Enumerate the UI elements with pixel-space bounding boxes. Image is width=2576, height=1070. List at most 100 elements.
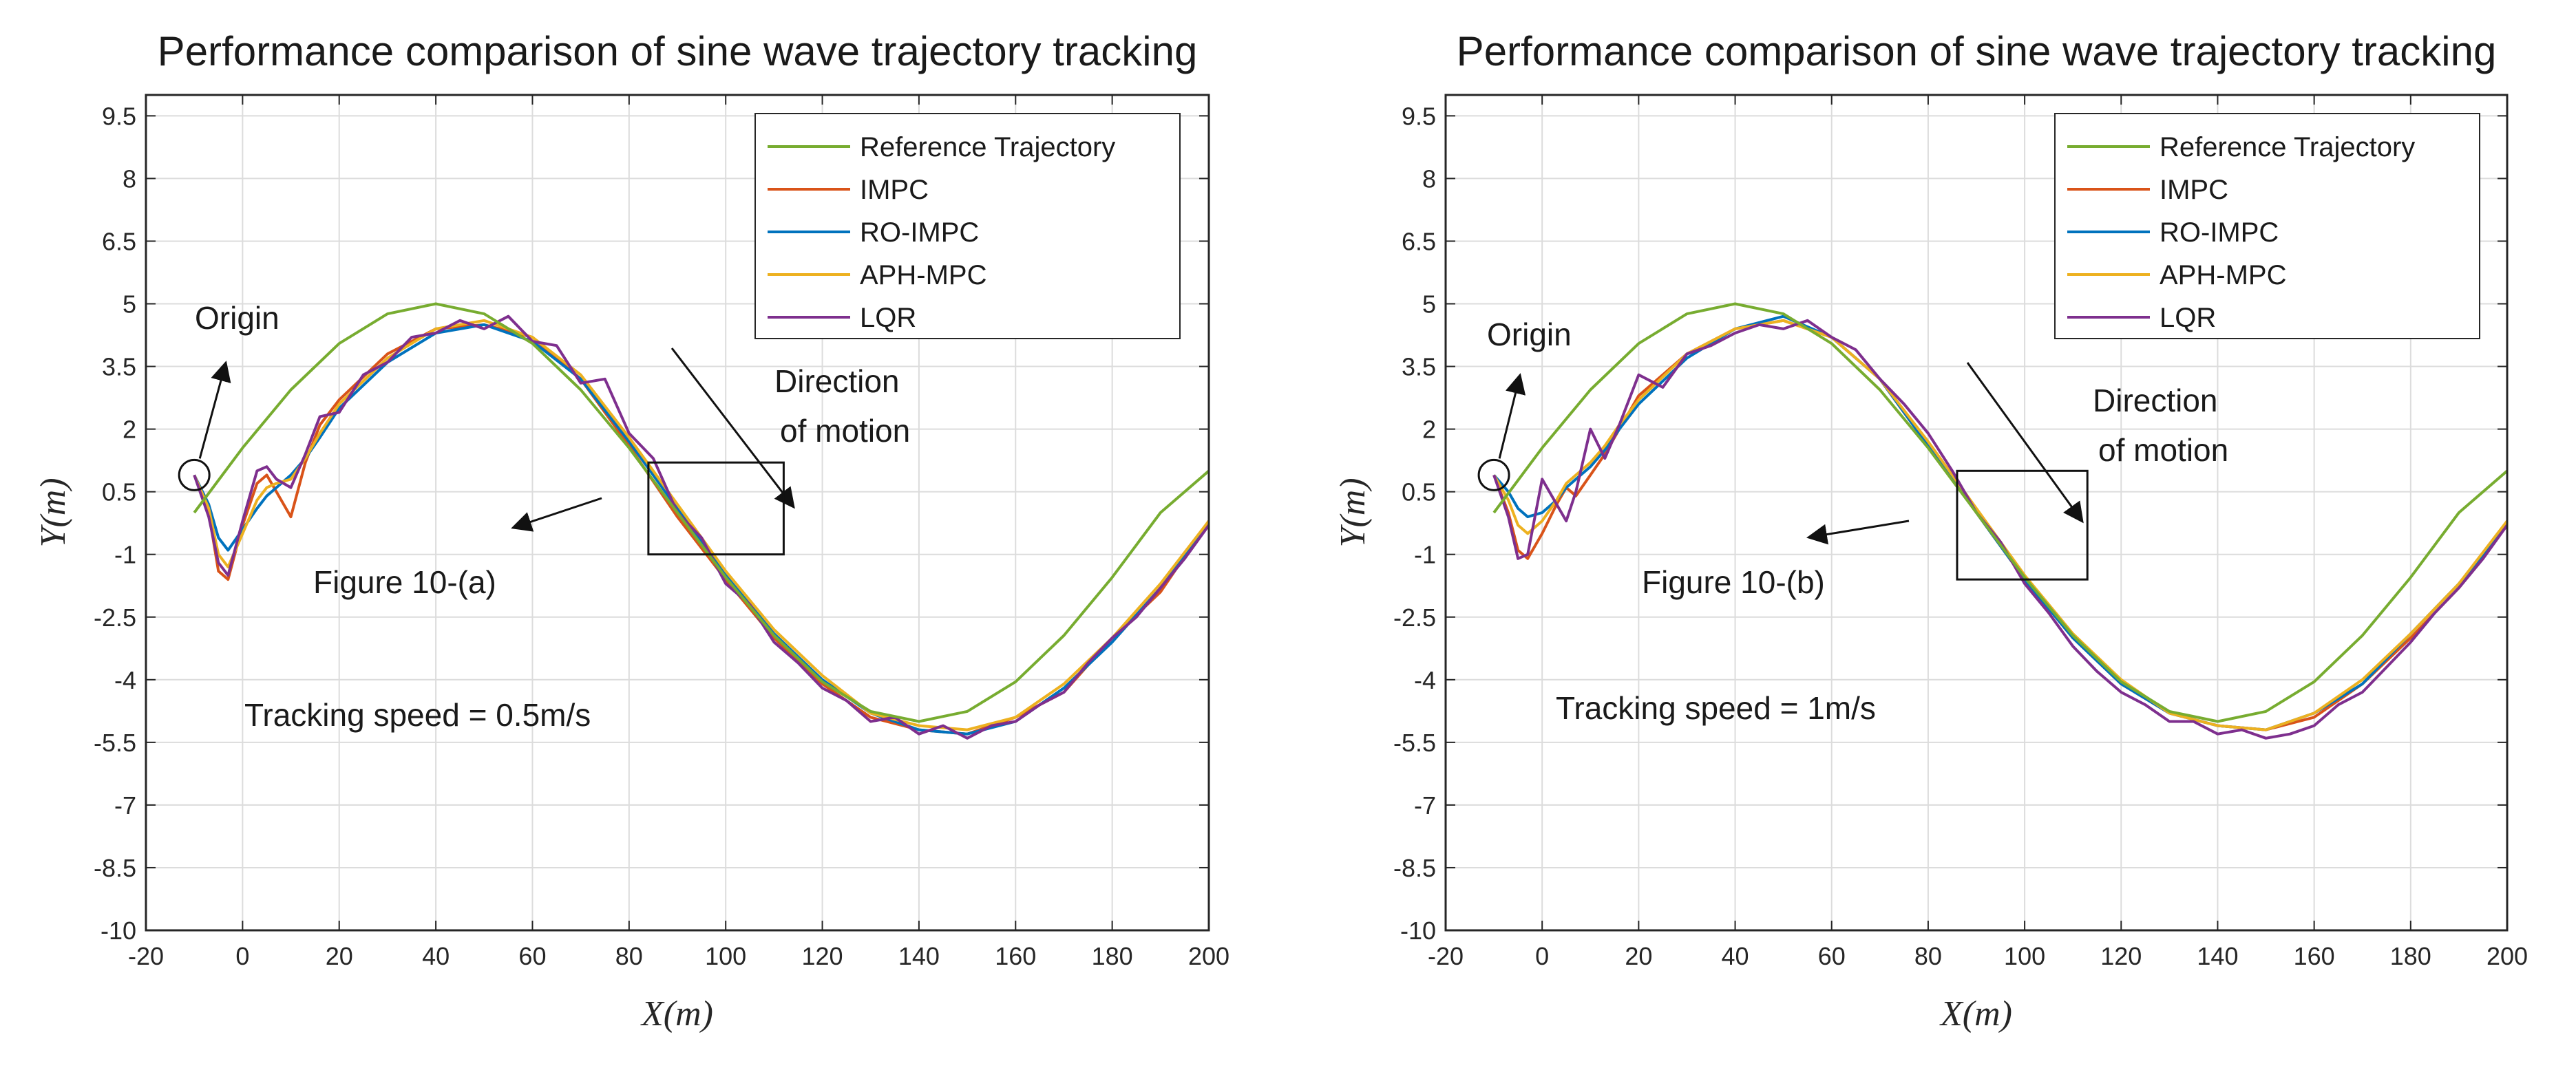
- x-tick-label: 140: [2197, 942, 2238, 970]
- y-tick-label: -8.5: [1393, 854, 1436, 882]
- series-line-lqr: [193, 314, 1209, 740]
- plot-frame: [145, 94, 1210, 932]
- y-tick-label: -1: [1414, 541, 1436, 569]
- x-tick-label: 100: [705, 942, 746, 970]
- origin-label: Origin: [1487, 317, 1572, 352]
- direction-arrow: [1966, 362, 2084, 524]
- y-tick-label: 8: [1422, 164, 1436, 193]
- x-tick-label: 100: [2004, 942, 2045, 970]
- x-tick-label: 200: [2487, 942, 2528, 970]
- origin-arrow: [198, 361, 231, 459]
- y-tick-label: -2.5: [1393, 603, 1436, 632]
- series-line-aph-mpc: [1492, 319, 2507, 731]
- y-tick-label: -7: [114, 791, 136, 820]
- chart-panel-b: Performance comparison of sine wave traj…: [1333, 28, 2528, 1034]
- figure-ref-label: Figure 10-(b): [1642, 564, 1825, 600]
- x-tick-label: 20: [1625, 942, 1652, 970]
- x-axis-label: X(m): [640, 994, 713, 1034]
- y-tick-label: -7: [1414, 791, 1436, 820]
- series-line-reference-trajectory: [193, 302, 1209, 723]
- legend-box: [754, 113, 1181, 339]
- figure-ref-label: Figure 10-(a): [313, 564, 496, 600]
- series-line-impc: [1492, 319, 2507, 731]
- x-tick-label: 0: [235, 942, 249, 970]
- legend-entry: LQR: [2160, 303, 2216, 333]
- x-tick-label: 20: [326, 942, 353, 970]
- y-axis-label: Y(m): [1333, 478, 1373, 547]
- y-tick-label: 0.5: [1402, 478, 1436, 506]
- x-tick-label: 140: [898, 942, 940, 970]
- chart-title: Performance comparison of sine wave traj…: [1457, 28, 2497, 74]
- y-tick-label: 2: [1422, 416, 1436, 444]
- y-tick-label: 2: [123, 416, 136, 444]
- y-axis-label: Y(m): [34, 478, 73, 547]
- y-tick-label: -8.5: [94, 854, 136, 882]
- series-line-aph-mpc: [193, 319, 1209, 731]
- y-tick-label: 6.5: [102, 227, 136, 255]
- direction-label-line2: of motion: [2098, 432, 2228, 468]
- y-tick-label: -4: [1414, 666, 1436, 694]
- y-tick-label: 5: [1422, 290, 1436, 319]
- direction-label-line1: Direction: [774, 363, 900, 399]
- y-tick-label: -4: [114, 666, 136, 694]
- legend-entry: IMPC: [860, 175, 929, 205]
- tracking-speed-label: Tracking speed = 1m/s: [1556, 690, 1876, 726]
- y-tick-label: -10: [1400, 917, 1436, 945]
- y-tick-label: 9.5: [1402, 102, 1436, 130]
- x-tick-label: 180: [2390, 942, 2431, 970]
- origin-label: Origin: [195, 300, 279, 336]
- series-line-ro-impc: [193, 323, 1209, 736]
- chart-panel-a: Performance comparison of sine wave traj…: [34, 28, 1229, 1034]
- legend-entry: IMPC: [2160, 175, 2228, 205]
- y-tick-label: 5: [123, 290, 136, 319]
- x-tick-label: 60: [518, 942, 546, 970]
- series-line-lqr: [1492, 319, 2507, 740]
- x-tick-label: 80: [1914, 942, 1942, 970]
- y-tick-label: 9.5: [102, 102, 136, 130]
- x-tick-label: 160: [995, 942, 1036, 970]
- x-tick-label: 120: [2100, 942, 2142, 970]
- direction-arrow: [671, 347, 795, 509]
- legend-entry: LQR: [860, 303, 916, 333]
- x-tick-label: 0: [1535, 942, 1549, 970]
- x-tick-label: 200: [1188, 942, 1229, 970]
- x-tick-label: 40: [1722, 942, 1749, 970]
- x-tick-label: 180: [1092, 942, 1133, 970]
- plot-frame: [1444, 94, 2509, 932]
- x-tick-label: 160: [2294, 942, 2335, 970]
- y-tick-label: 8: [123, 164, 136, 193]
- x-tick-label: 40: [422, 942, 450, 970]
- x-tick-label: 60: [1818, 942, 1846, 970]
- y-tick-label: -2.5: [94, 603, 136, 632]
- direction-label-line2: of motion: [780, 413, 910, 449]
- y-tick-label: 3.5: [1402, 353, 1436, 381]
- origin-arrow: [1498, 373, 1526, 459]
- legend-entry: RO-IMPC: [860, 217, 979, 248]
- y-tick-label: 3.5: [102, 353, 136, 381]
- x-tick-label: -20: [128, 942, 164, 970]
- origin-circle: [178, 458, 211, 491]
- zoom-box: [1956, 469, 2089, 581]
- tracking-speed-label: Tracking speed = 0.5m/s: [244, 697, 591, 733]
- y-tick-label: 0.5: [102, 478, 136, 506]
- chart-title: Performance comparison of sine wave traj…: [158, 28, 1198, 74]
- series-line-reference-trajectory: [1492, 302, 2507, 723]
- x-tick-label: 120: [802, 942, 843, 970]
- figure-ref-arrow: [1806, 520, 1910, 545]
- direction-label-line1: Direction: [2093, 383, 2218, 418]
- zoom-box: [647, 461, 785, 556]
- y-tick-label: -1: [114, 541, 136, 569]
- y-tick-label: -10: [101, 917, 136, 945]
- legend-entry: APH-MPC: [2160, 260, 2286, 290]
- legend-entry: Reference Trajectory: [2160, 132, 2415, 162]
- x-tick-label: -20: [1428, 942, 1464, 970]
- legend-entry: APH-MPC: [860, 260, 986, 290]
- legend-box: [2054, 113, 2480, 339]
- x-tick-label: 80: [615, 942, 643, 970]
- legend-entry: RO-IMPC: [2160, 217, 2279, 248]
- legend-entry: Reference Trajectory: [860, 132, 1115, 162]
- y-tick-label: 6.5: [1402, 227, 1436, 255]
- y-tick-label: -5.5: [1393, 729, 1436, 757]
- x-axis-label: X(m): [1939, 994, 2012, 1034]
